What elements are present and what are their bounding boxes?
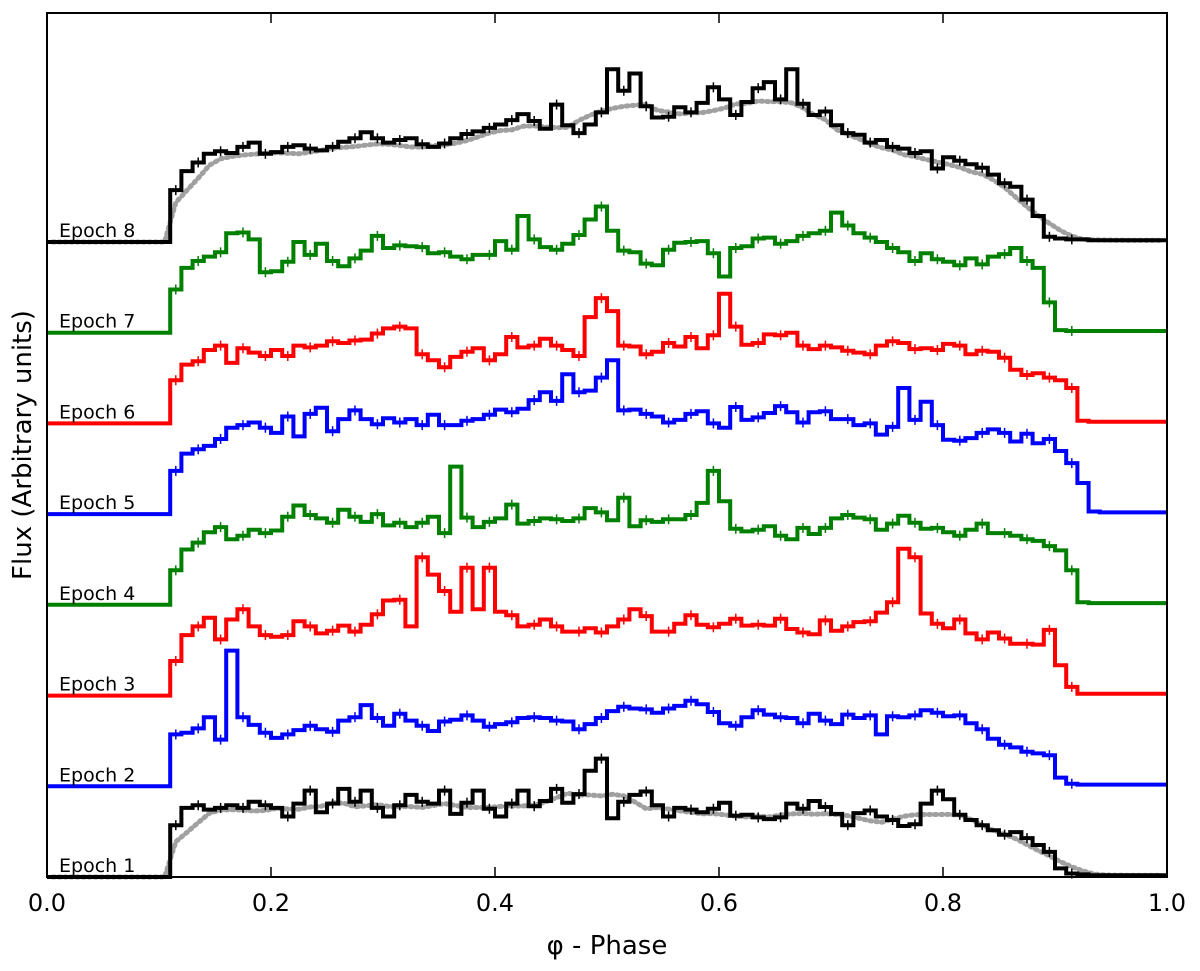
series-line-8 xyxy=(47,67,1167,244)
series-line-4 xyxy=(47,464,1167,607)
epoch-label-7: Epoch 7 xyxy=(59,311,135,333)
epoch-label-3: Epoch 3 xyxy=(59,674,135,696)
epoch-label-2: Epoch 2 xyxy=(59,764,135,786)
y-axis-title: Flux (Arbitrary units) xyxy=(8,310,38,580)
x-tick-label: 0.2 xyxy=(252,889,290,917)
series-line-1 xyxy=(47,756,1167,879)
epoch-label-8: Epoch 8 xyxy=(59,220,135,242)
epoch-labels: Epoch 1 Epoch 2 Epoch 3 Epoch 4 Epoch 5 Epoch… xyxy=(59,220,135,877)
epoch-label-6: Epoch 6 xyxy=(59,401,135,423)
x-tick-label: 1.0 xyxy=(1148,889,1186,917)
plot-frame xyxy=(46,12,1168,878)
series-layer xyxy=(47,67,1167,880)
x-tick-label: 0.0 xyxy=(28,889,66,917)
series-line-2 xyxy=(47,648,1167,789)
x-tick-label: 0.6 xyxy=(700,889,738,917)
series-line-7 xyxy=(47,204,1167,335)
x-ticks: 0.0 0.2 0.4 0.6 0.8 1.0 xyxy=(28,13,1186,917)
x-tick-label: 0.4 xyxy=(476,889,514,917)
series-line-3 xyxy=(47,546,1167,698)
x-tick-label: 0.8 xyxy=(924,889,962,917)
x-axis-title: φ - Phase xyxy=(547,931,668,961)
epoch-label-5: Epoch 5 xyxy=(59,492,135,514)
epoch-label-1: Epoch 1 xyxy=(59,855,135,877)
epoch-label-4: Epoch 4 xyxy=(59,583,135,605)
series-line-5 xyxy=(47,358,1167,517)
